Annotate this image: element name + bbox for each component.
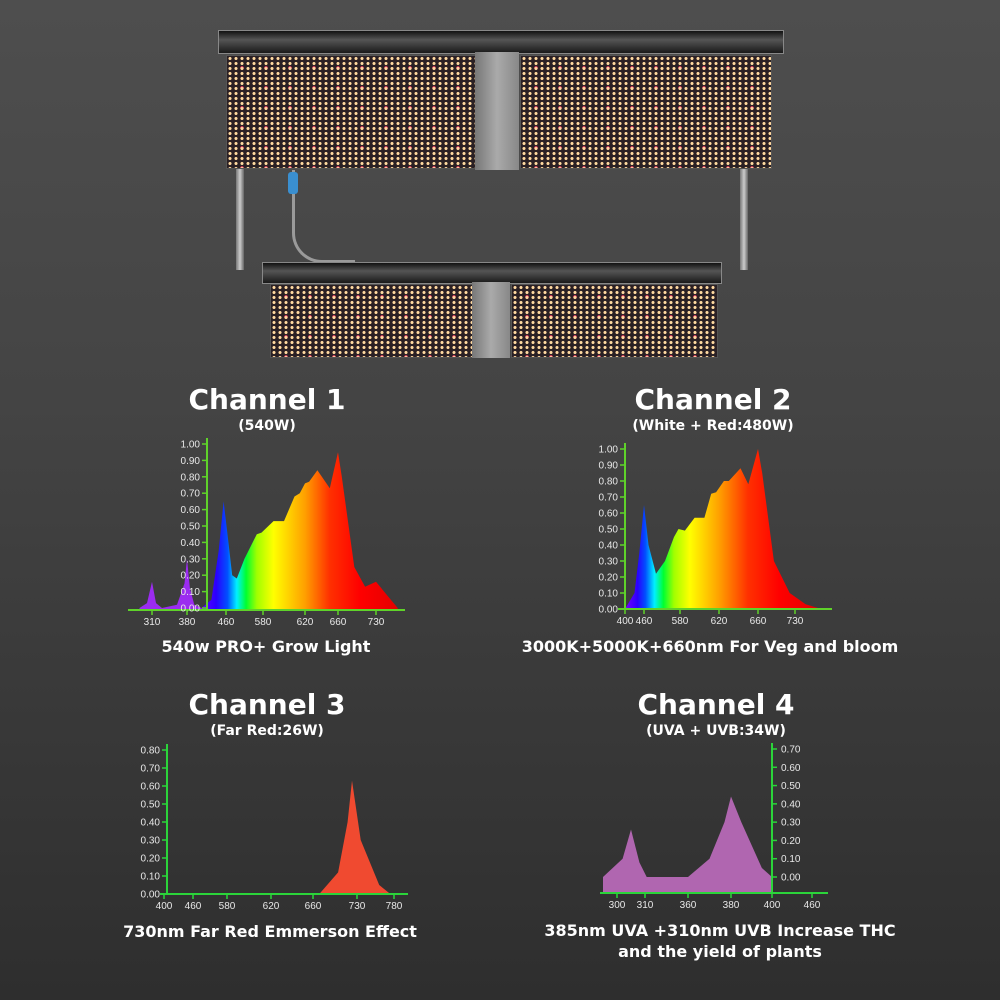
y-tick-label: 0.20	[781, 836, 801, 847]
x-tick-label: 660	[305, 901, 322, 912]
chart-3: 0.00 0.10 0.20 0.30 0.40 0.50 0.60 0.70 0.80 400 4…	[141, 744, 408, 912]
channel-4-caption-line-1: 385nm UVA +310nm UVB Increase THC	[544, 921, 896, 940]
channel-1-caption: 540w PRO+ Grow Light	[161, 637, 371, 656]
y-tick-label: 0.70	[141, 764, 161, 775]
x-tick-label: 580	[255, 617, 272, 628]
chart-2: 0.00 0.10 0.20 0.30 0.40 0.50 0.60 0.70 0.80 0.90…	[599, 443, 832, 627]
y-tick-label: 1.00	[181, 440, 201, 451]
bottom-led-board-left	[270, 284, 474, 358]
left-rail	[236, 160, 244, 270]
y-tick-label: 0.30	[781, 818, 801, 829]
y-tick-label: 0.60	[141, 782, 161, 793]
y-tick-label: 0.60	[781, 763, 801, 774]
channel-1-subtitle: (540W)	[238, 418, 296, 434]
x-tick-label: 730	[368, 617, 385, 628]
top-led-board-right	[520, 55, 772, 169]
x-tick-label: 310	[144, 617, 161, 628]
y-tick-label: 0.50	[181, 522, 201, 533]
x-tick-label: 730	[349, 901, 366, 912]
y-tick-label: 0.30	[599, 557, 619, 568]
channel-2-title: Channel 2	[634, 383, 792, 416]
x-tick-label: 400	[617, 616, 634, 627]
top-center-plate	[475, 52, 519, 170]
chart-1: 0.00 0.10 0.20 0.30 0.40 0.50 0.60 0.70 0.80 0.90…	[128, 438, 405, 628]
y-tick-label: 0.20	[141, 854, 161, 865]
channel-1-title: Channel 1	[188, 383, 346, 416]
x-tick-label: 380	[179, 617, 196, 628]
x-tick-label: 460	[636, 616, 653, 627]
y-tick-label: 0.10	[181, 587, 201, 598]
y-tick-label: 0.00	[181, 604, 201, 615]
y-tick-label: 0.30	[141, 836, 161, 847]
y-tick-label: 0.20	[181, 571, 201, 582]
x-tick-label: 620	[297, 617, 314, 628]
y-tick-label: 0.80	[599, 477, 619, 488]
bottom-center-plate	[472, 282, 510, 358]
x-tick-label: 300	[609, 900, 626, 911]
y-tick-label: 0.50	[141, 800, 161, 811]
x-tick-label: 460	[185, 901, 202, 912]
x-tick-label: 580	[219, 901, 236, 912]
y-tick-label: 0.10	[781, 854, 801, 865]
y-tick-label: 0.70	[599, 493, 619, 504]
x-tick-label: 400	[764, 900, 781, 911]
x-tick-label: 620	[263, 901, 280, 912]
x-tick-label: 380	[723, 900, 740, 911]
x-tick-label: 310	[637, 900, 654, 911]
cable-connector	[288, 172, 298, 194]
y-tick-label: 0.10	[141, 872, 161, 883]
power-cable	[292, 170, 355, 263]
y-tick-label: 0.50	[599, 525, 619, 536]
x-tick-label: 360	[680, 900, 697, 911]
channel-3-subtitle: (Far Red:26W)	[210, 723, 324, 739]
y-tick-label: 0.10	[599, 589, 619, 600]
spectrum-area	[319, 780, 391, 894]
y-tick-label: 0.70	[781, 745, 801, 756]
x-tick-label: 620	[711, 616, 728, 627]
x-tick-label: 460	[218, 617, 235, 628]
uv-spectrum-area	[139, 558, 202, 610]
channel-4-title: Channel 4	[637, 688, 795, 721]
x-tick-label: 660	[750, 616, 767, 627]
y-tick-label: 0.40	[781, 799, 801, 810]
y-tick-label: 0.00	[141, 890, 161, 901]
y-tick-label: 0.60	[599, 509, 619, 520]
x-tick-label: 400	[156, 901, 173, 912]
spectrum-area	[603, 796, 772, 893]
y-tick-label: 0.40	[181, 538, 201, 549]
x-tick-label: 460	[804, 900, 821, 911]
channel-4-caption-line-2: and the yield of plants	[618, 942, 822, 961]
y-tick-label: 0.00	[599, 605, 619, 616]
bottom-led-board-right	[511, 284, 718, 358]
chart-4: 0.00 0.10 0.20 0.30 0.40 0.50 0.60 0.70 300 310 36…	[600, 743, 828, 911]
y-tick-label: 0.80	[141, 746, 161, 757]
channel-2-subtitle: (White + Red:480W)	[632, 418, 794, 434]
visible-spectrum-area	[201, 452, 398, 610]
y-tick-label: 0.40	[141, 818, 161, 829]
y-tick-label: 0.60	[181, 505, 201, 516]
x-tick-label: 580	[672, 616, 689, 627]
y-tick-label: 0.90	[181, 456, 201, 467]
channel-4-subtitle: (UVA + UVB:34W)	[646, 723, 786, 739]
spectrum-area	[625, 449, 822, 609]
y-tick-label: 0.20	[599, 573, 619, 584]
right-rail	[740, 160, 748, 270]
y-tick-label: 0.90	[599, 461, 619, 472]
y-tick-label: 0.70	[181, 489, 201, 500]
channel-2-caption: 3000K+5000K+660nm For Veg and bloom	[521, 637, 899, 656]
x-tick-label: 730	[787, 616, 804, 627]
y-tick-label: 0.30	[181, 554, 201, 565]
y-tick-label: 0.40	[599, 541, 619, 552]
channel-3-caption: 730nm Far Red Emmerson Effect	[123, 922, 417, 941]
x-tick-label: 780	[386, 901, 403, 912]
y-tick-label: 1.00	[599, 445, 619, 456]
y-tick-label: 0.50	[781, 781, 801, 792]
channel-3-title: Channel 3	[188, 688, 346, 721]
y-tick-label: 0.80	[181, 472, 201, 483]
x-tick-label: 660	[330, 617, 347, 628]
y-tick-label: 0.00	[781, 873, 801, 884]
